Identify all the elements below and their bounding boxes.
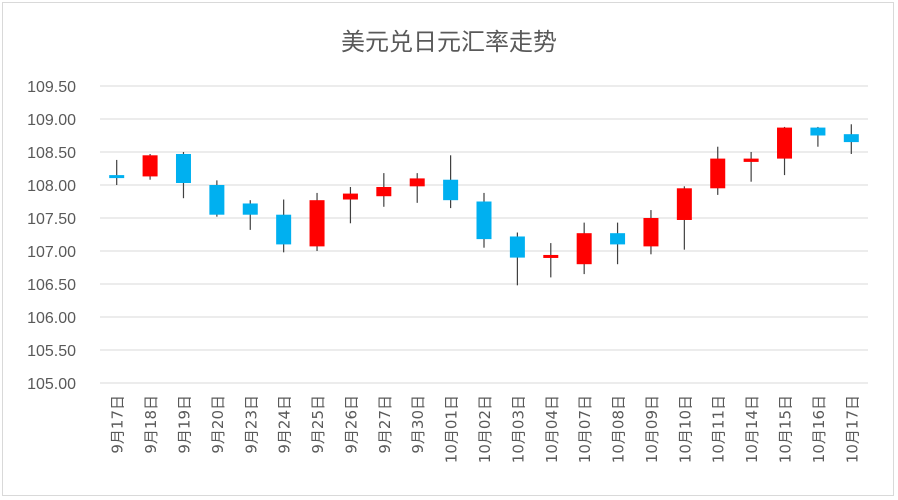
x-tick-label: 9月20日	[209, 395, 227, 454]
candle-body	[376, 186, 392, 197]
candle	[509, 232, 525, 286]
x-tick-label: 10月04日	[543, 395, 561, 463]
y-tick-label: 107.50	[27, 211, 76, 228]
x-tick-label: 9月23日	[242, 395, 260, 454]
candle-body	[576, 233, 592, 265]
candle	[175, 152, 191, 199]
x-tick-label: 9月27日	[376, 395, 394, 454]
x-tick-label: 10月03日	[509, 395, 527, 463]
candle	[476, 192, 492, 248]
y-tick-label: 109.00	[27, 112, 76, 129]
candle-body	[509, 236, 525, 258]
candle-body	[810, 127, 826, 136]
x-tick-label: 10月10日	[676, 395, 694, 463]
y-tick-label: 108.50	[27, 145, 76, 162]
y-tick-label: 108.00	[27, 178, 76, 195]
candle-body	[409, 178, 425, 187]
candle	[543, 243, 559, 278]
candle	[443, 155, 459, 209]
candle	[342, 186, 358, 224]
candle	[309, 192, 325, 251]
candle-body	[309, 200, 325, 247]
x-tick-label: 9月19日	[175, 395, 193, 454]
gridlines	[100, 85, 868, 384]
candle	[276, 199, 292, 253]
y-tick-label: 109.50	[27, 79, 76, 96]
candle	[142, 153, 158, 180]
candle-body	[175, 153, 191, 184]
candle-body	[142, 155, 158, 177]
x-tick-label: 9月30日	[409, 395, 427, 454]
candle-body	[676, 188, 692, 220]
candle	[610, 222, 626, 265]
candle-body	[610, 233, 626, 245]
candle-body	[109, 175, 125, 179]
candle-body	[710, 158, 726, 189]
candle	[209, 180, 225, 217]
candle	[777, 126, 793, 176]
x-tick-label: 10月14日	[743, 395, 761, 463]
y-tick-label: 107.00	[27, 244, 76, 261]
candle-body	[242, 203, 258, 215]
y-tick-label: 105.00	[27, 376, 76, 393]
y-axis: 109.50 109.00 108.50 108.00 107.50 107.00 106.…	[27, 79, 76, 393]
candle-body	[443, 179, 459, 201]
candles	[109, 124, 859, 286]
x-tick-label: 10月02日	[476, 395, 494, 463]
candle	[643, 210, 659, 255]
candle	[242, 200, 258, 230]
candle	[676, 186, 692, 250]
candle	[810, 126, 826, 147]
x-tick-label: 10月09日	[643, 395, 661, 463]
x-tick-label: 10月17日	[843, 395, 861, 463]
candle-body	[276, 214, 292, 245]
y-tick-label: 106.50	[27, 277, 76, 294]
candle	[376, 173, 392, 207]
candle-body	[342, 193, 358, 200]
x-tick-label: 10月08日	[610, 395, 628, 463]
x-tick-label: 10月01日	[443, 395, 461, 463]
x-tick-label: 9月24日	[276, 395, 294, 454]
y-tick-label: 106.00	[27, 310, 76, 327]
candle	[710, 146, 726, 195]
candle	[843, 124, 859, 154]
y-tick-label: 105.50	[27, 343, 76, 360]
candle-body	[643, 218, 659, 247]
candle	[743, 152, 759, 182]
candle-body	[777, 127, 793, 159]
x-axis: 9月17日 9月18日 9月19日 9月20日 9月23日 9月24日 9月25日 9月26日…	[109, 395, 862, 463]
x-tick-label: 10月07日	[576, 395, 594, 463]
x-tick-label: 9月18日	[142, 395, 160, 454]
chart-title: 美元兑日元汇率走势	[341, 28, 557, 56]
candle-body	[543, 254, 559, 258]
x-tick-label: 9月25日	[309, 395, 327, 454]
candle-body	[743, 158, 759, 162]
x-tick-label: 10月11日	[710, 395, 728, 463]
candle	[109, 159, 125, 185]
candle-body	[843, 134, 859, 143]
candle	[409, 173, 425, 203]
candle	[576, 222, 592, 275]
candle-body	[209, 185, 225, 215]
x-tick-label: 9月17日	[109, 395, 127, 454]
candle-body	[476, 201, 492, 240]
x-tick-label: 9月26日	[342, 395, 360, 454]
x-tick-label: 10月15日	[777, 395, 795, 463]
x-tick-label: 10月16日	[810, 395, 828, 463]
